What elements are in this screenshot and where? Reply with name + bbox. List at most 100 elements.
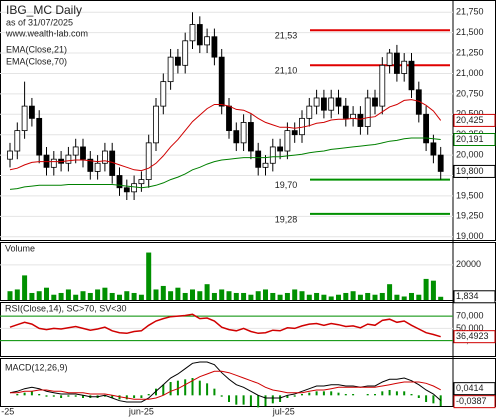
volume-bar [153, 289, 159, 300]
candle-body [240, 122, 247, 144]
volume-bar [44, 287, 49, 300]
histogram-bar [388, 390, 391, 396]
volume-bar [7, 291, 13, 300]
histogram-bar [322, 391, 325, 396]
level-label: 19,28 [275, 214, 298, 224]
x-tick-label: jun-25 [128, 406, 154, 416]
histogram-bar [16, 394, 19, 396]
last-value-label: 1,834 [456, 291, 479, 301]
volume-bar [131, 292, 137, 300]
last-value-box [453, 164, 496, 178]
volume-bar [299, 291, 305, 300]
histogram-bar [228, 395, 230, 402]
candle-body [372, 97, 378, 107]
volume-bar [204, 284, 210, 300]
histogram-bar [286, 395, 289, 398]
subtitle: as of 31/07/2025 [6, 17, 73, 27]
legend-entry: EMA(Close,70) [6, 56, 67, 66]
candle-body [7, 150, 13, 160]
candle-body [328, 97, 335, 111]
histogram-bar [381, 391, 384, 396]
volume-bar [241, 292, 247, 300]
histogram-bar [198, 380, 201, 396]
histogram-bar [60, 395, 63, 398]
histogram-bar [140, 395, 143, 398]
histogram-bar [439, 395, 442, 406]
candle-body [87, 158, 94, 172]
volume-bar [270, 292, 276, 300]
candle-body [167, 56, 174, 83]
candle-body [160, 81, 167, 107]
volume-bar [350, 291, 356, 300]
y-tick-label: 20,500 [456, 109, 484, 119]
candle-body [379, 64, 386, 107]
histogram-bar [74, 395, 77, 397]
panel-title: RSI(Close,14), SC>70, SV<30 [5, 303, 127, 313]
candle-body [123, 187, 130, 193]
x-tick-label: jul-25 [272, 406, 295, 416]
candle-body [204, 36, 211, 46]
candle-body [226, 105, 232, 132]
ema-line [9, 137, 441, 190]
histogram-bar [395, 391, 398, 396]
last-value-box [453, 113, 496, 127]
volume-bar [219, 289, 225, 300]
candle-body [247, 122, 254, 152]
histogram-bar [344, 394, 347, 396]
volume-bar [160, 285, 166, 300]
candle-body [218, 56, 225, 107]
level-label: 19,70 [275, 180, 298, 190]
volume-bar [22, 275, 28, 300]
volume-bar [233, 292, 239, 300]
last-value-label: 20,191 [456, 134, 484, 144]
histogram-bar [264, 395, 267, 406]
last-value-box [453, 133, 496, 147]
volume-bar [138, 294, 144, 300]
histogram-bar [30, 391, 33, 396]
histogram-bar [176, 380, 179, 396]
histogram-bar [45, 395, 48, 397]
volume-bar [416, 294, 422, 300]
y-tick-label: 20000 [456, 259, 481, 269]
candle-body [393, 52, 400, 74]
candle-body [342, 105, 349, 119]
volume-bar [372, 294, 378, 300]
candle-body [401, 60, 408, 74]
y-tick-label: 21,750 [456, 7, 484, 17]
candle-body [102, 150, 108, 164]
volume-bar [292, 289, 298, 300]
candle-body [386, 52, 393, 66]
panel-title: MACD(12,26,9) [5, 362, 68, 372]
histogram-bar [403, 391, 406, 396]
candle-body [437, 154, 444, 172]
volume-bar [423, 278, 429, 300]
candle-body [94, 162, 101, 172]
candle-body [153, 105, 159, 144]
candle-body [145, 142, 152, 180]
volume-bar [277, 294, 283, 300]
candle-body [28, 105, 35, 119]
volume-bar [117, 294, 122, 300]
volume-bar [314, 292, 320, 300]
histogram-bar [147, 394, 150, 396]
candle-body [14, 130, 21, 152]
histogram-bar [249, 395, 252, 406]
candle-body [233, 130, 240, 144]
y-tick-label: 50,000 [456, 323, 484, 333]
candle-body [423, 113, 430, 144]
volume-bar [379, 292, 385, 300]
volume-bar [284, 292, 290, 300]
volume-bar [197, 291, 203, 300]
histogram-bar [162, 384, 165, 396]
histogram-bar [103, 395, 106, 397]
candle-body [306, 105, 313, 119]
candle-body [182, 40, 189, 66]
last-value-box [453, 382, 496, 396]
level-label: 21,53 [275, 31, 298, 41]
volume-bar [248, 294, 254, 300]
volume-bar [321, 294, 327, 300]
volume-bar [190, 289, 195, 300]
volume-bar [430, 280, 436, 300]
candle-body [131, 183, 138, 193]
